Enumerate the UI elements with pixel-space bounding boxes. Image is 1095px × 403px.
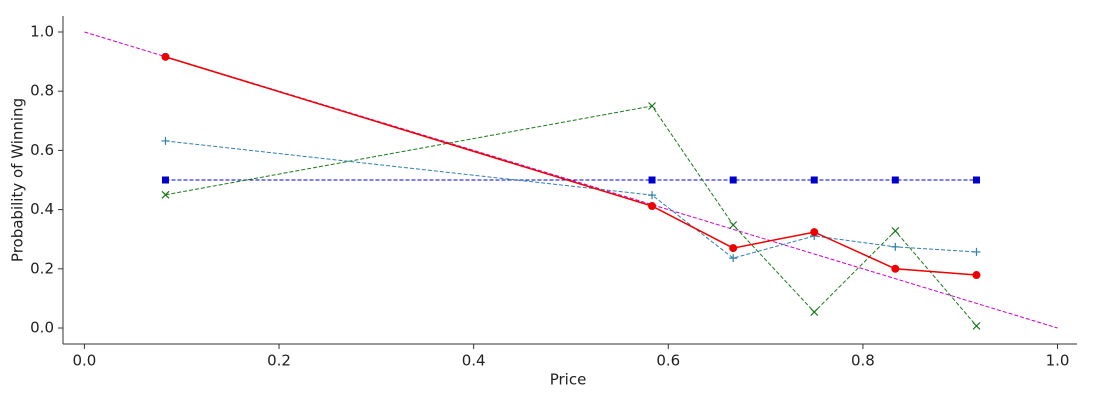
x-tick-label: 0.8 <box>851 352 875 370</box>
y-tick-label: 0.4 <box>30 200 54 218</box>
point <box>161 190 170 199</box>
y-tick-label: 0.8 <box>30 82 54 100</box>
point <box>891 176 899 184</box>
y-axis-label: Probability of Winning <box>9 98 27 262</box>
x-tick-label: 0.2 <box>267 352 291 370</box>
point <box>648 202 657 211</box>
point <box>729 221 738 229</box>
point <box>891 226 900 235</box>
point <box>729 176 737 184</box>
series-line <box>165 105 977 327</box>
x-tick-label: 0.6 <box>656 352 680 370</box>
y-tick-label: 0.0 <box>30 319 54 337</box>
point <box>729 254 738 263</box>
series-line <box>165 140 977 259</box>
point <box>729 244 738 253</box>
x-tick-label: 1.0 <box>1046 352 1070 370</box>
point <box>891 242 900 251</box>
point <box>648 102 656 110</box>
point <box>648 191 657 200</box>
y-tick-label: 0.6 <box>30 141 54 159</box>
x-axis-label: Price <box>550 371 587 389</box>
y-tick-label: 1.0 <box>30 22 54 40</box>
point <box>972 322 981 330</box>
series-line <box>165 56 977 276</box>
x-tick-label: 0.0 <box>72 352 96 370</box>
point <box>972 271 981 280</box>
point <box>161 52 170 61</box>
point <box>972 247 981 256</box>
x-tick-label: 0.4 <box>462 352 486 370</box>
point <box>161 176 169 184</box>
y-tick-label: 0.2 <box>30 259 54 277</box>
point <box>648 176 656 184</box>
point <box>891 264 900 273</box>
point <box>161 136 170 145</box>
point <box>810 308 819 316</box>
point <box>810 228 819 237</box>
point <box>810 176 818 184</box>
point <box>972 176 980 184</box>
